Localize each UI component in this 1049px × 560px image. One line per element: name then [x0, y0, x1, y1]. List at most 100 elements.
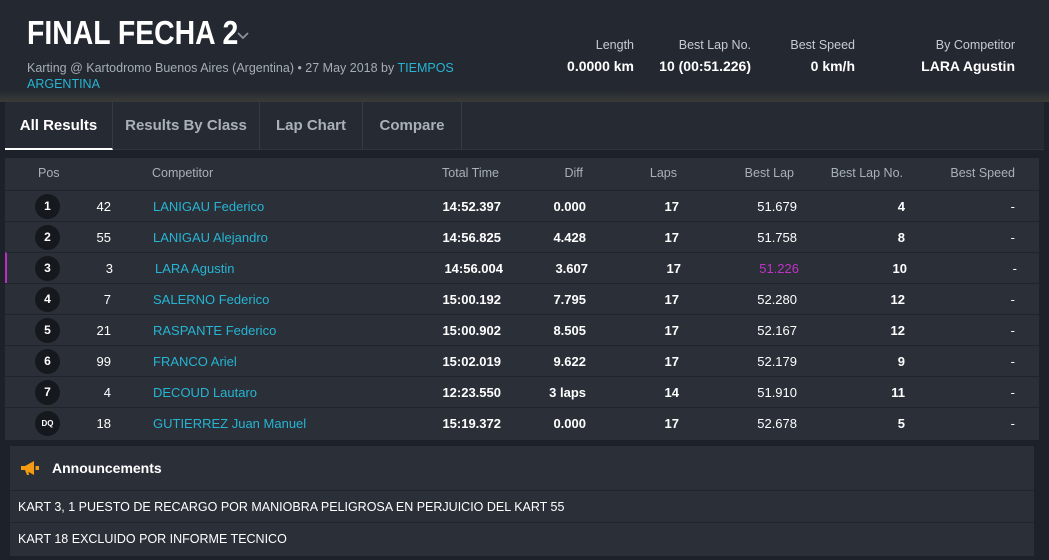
tab-results-by-class[interactable]: Results By Class [113, 102, 260, 150]
cell-kart-number: 4 [103, 385, 111, 400]
announcements-title: Announcements [52, 460, 162, 476]
cell-best-speed: - [1012, 261, 1017, 276]
chevron-down-icon[interactable] [235, 27, 251, 43]
cell-diff: 0.000 [553, 199, 586, 214]
cell-competitor[interactable]: SALERNO Federico [153, 292, 270, 307]
stat-best-speed: Best Speed 0 km/h [770, 38, 855, 74]
cell-diff: 7.795 [553, 292, 586, 307]
cell-best-lap-no: 8 [897, 230, 905, 245]
cell-laps: 17 [664, 230, 679, 245]
cell-kart-number: 21 [96, 323, 111, 338]
position-badge: 4 [35, 287, 60, 312]
header-best-lap[interactable]: Best Lap [744, 166, 794, 180]
cell-laps: 17 [664, 292, 679, 307]
cell-best-lap-no: 12 [890, 323, 905, 338]
position-badge: 2 [35, 225, 60, 250]
stat-by-competitor-value[interactable]: LARA Agustin [921, 58, 1015, 74]
header-laps[interactable]: Laps [649, 166, 677, 180]
cell-best-speed: - [1010, 230, 1015, 245]
cell-best-lap-no: 10 [892, 261, 907, 276]
table-header: Pos Competitor Total Time Diff Laps Best… [5, 158, 1039, 190]
megaphone-icon [21, 461, 39, 475]
header-best-speed[interactable]: Best Speed [950, 166, 1015, 180]
header-best-lap-no[interactable]: Best Lap No. [830, 166, 903, 180]
cell-competitor[interactable]: LANIGAU Federico [153, 199, 265, 214]
header-total-time[interactable]: Total Time [442, 166, 499, 180]
cell-laps: 17 [666, 261, 681, 276]
cell-kart-number: 42 [96, 199, 111, 214]
cell-best-lap-no: 5 [897, 416, 905, 431]
cell-best-lap-no: 11 [891, 385, 905, 400]
cell-laps: 17 [664, 354, 679, 369]
stat-best-speed-label: Best Speed [790, 38, 855, 52]
announcement-divider [10, 522, 1034, 523]
cell-laps: 14 [664, 385, 679, 400]
table-row[interactable]: 7 4 DECOUD Lautaro 12:23.550 3 laps 14 51.910 1… [5, 376, 1039, 407]
cell-best-lap-no: 12 [890, 292, 905, 307]
tab-all-results[interactable]: All Results [5, 102, 113, 150]
cell-diff: 3.607 [555, 261, 588, 276]
position-badge: 6 [35, 349, 60, 374]
cell-competitor[interactable]: DECOUD Lautaro [153, 385, 258, 400]
cell-competitor[interactable]: GUTIERREZ Juan Manuel [153, 416, 307, 431]
position-badge: 1 [35, 194, 60, 219]
organizer-link[interactable]: TIEMPOS ARGENTINA [27, 61, 454, 91]
cell-best-lap: 52.167 [757, 323, 797, 338]
cell-laps: 17 [664, 323, 679, 338]
cell-best-speed: - [1010, 323, 1015, 338]
header-pos[interactable]: Pos [38, 166, 60, 180]
stat-best-lap-no-label: Best Lap No. [678, 38, 751, 52]
cell-best-speed: - [1010, 199, 1015, 214]
event-details: Karting @ Kartodromo Buenos Aires (Argen… [27, 61, 395, 75]
results-table: Pos Competitor Total Time Diff Laps Best… [5, 158, 1039, 440]
stat-by-competitor: By Competitor LARA Agustin [905, 38, 1015, 74]
cell-best-lap: 51.910 [757, 385, 797, 400]
stat-by-competitor-label: By Competitor [935, 38, 1015, 52]
cell-best-lap: 51.679 [757, 199, 797, 214]
event-title[interactable]: FINAL FECHA 2 [27, 14, 239, 51]
event-title-row[interactable]: FINAL FECHA 2 [27, 14, 251, 52]
table-row[interactable]: 2 55 LANIGAU Alejandro 14:56.825 4.428 17 51.7… [5, 221, 1039, 252]
cell-competitor[interactable]: LARA Agustin [155, 261, 235, 276]
cell-kart-number: 3 [105, 261, 113, 276]
header-diff[interactable]: Diff [564, 166, 583, 180]
tab-compare[interactable]: Compare [363, 102, 462, 150]
tab-lap-chart[interactable]: Lap Chart [260, 102, 363, 150]
cell-competitor[interactable]: RASPANTE Federico [153, 323, 277, 338]
cell-competitor[interactable]: FRANCO Ariel [153, 354, 237, 369]
header-competitor[interactable]: Competitor [152, 166, 214, 180]
table-row[interactable]: 3 3 LARA Agustin 14:56.004 3.607 17 51.226 10 - [5, 252, 1039, 283]
cell-best-lap: 52.179 [757, 354, 797, 369]
table-row[interactable]: DQ 18 GUTIERREZ Juan Manuel 15:19.372 0.000 1… [5, 407, 1039, 438]
cell-kart-number: 99 [96, 354, 111, 369]
stat-length: Length 0.0000 km [560, 38, 634, 74]
cell-diff: 4.428 [553, 230, 586, 245]
announcement-item: KART 3, 1 PUESTO DE RECARGO POR MANIOBRA… [18, 500, 565, 514]
table-row[interactable]: 1 42 LANIGAU Federico 14:52.397 0.000 17 51.67… [5, 190, 1039, 221]
cell-kart-number: 18 [96, 416, 111, 431]
table-row[interactable]: 4 7 SALERNO Federico 15:00.192 7.795 17 52.280… [5, 283, 1039, 314]
cell-total-time: 12:23.550 [442, 385, 501, 400]
cell-best-lap: 52.280 [757, 292, 797, 307]
table-row[interactable]: 5 21 RASPANTE Federico 15:00.902 8.505 17 52.1… [5, 314, 1039, 345]
cell-total-time: 15:19.372 [442, 416, 501, 431]
cell-best-speed: - [1010, 292, 1015, 307]
cell-diff: 0.000 [553, 416, 586, 431]
cell-best-lap-no: 4 [897, 199, 905, 214]
position-badge: DQ [35, 411, 60, 436]
cell-diff: 8.505 [553, 323, 586, 338]
cell-best-speed: - [1010, 354, 1015, 369]
table-row[interactable]: 6 99 FRANCO Ariel 15:02.019 9.622 17 52.179 9 - [5, 345, 1039, 376]
cell-total-time: 14:56.825 [442, 230, 501, 245]
announcements-header: Announcements [10, 446, 1034, 491]
cell-best-lap-no: 9 [897, 354, 905, 369]
announcement-item: KART 18 EXCLUIDO POR INFORME TECNICO [18, 532, 287, 546]
cell-total-time: 15:00.192 [442, 292, 501, 307]
cell-best-lap: 52.678 [757, 416, 797, 431]
cell-competitor[interactable]: LANIGAU Alejandro [153, 230, 268, 245]
cell-diff: 9.622 [553, 354, 586, 369]
cell-total-time: 14:52.397 [442, 199, 501, 214]
stat-best-speed-value: 0 km/h [810, 58, 855, 74]
cell-total-time: 15:00.902 [442, 323, 501, 338]
position-badge: 3 [35, 256, 60, 281]
